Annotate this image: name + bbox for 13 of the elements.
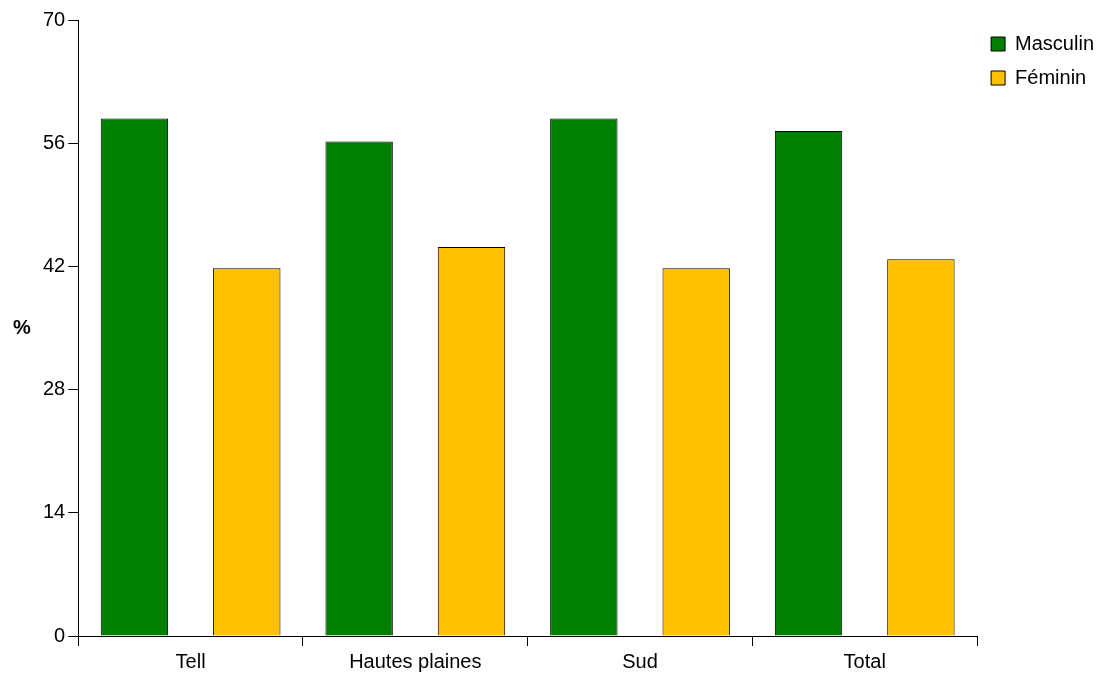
y-tick-label: 56: [43, 130, 66, 153]
x-tick-label: Hautes plaines: [349, 649, 482, 672]
y-tick-label: 42: [43, 253, 66, 276]
legend-label: Féminin: [1015, 65, 1087, 88]
y-tick-label: 28: [43, 377, 66, 400]
y-tick-label: 70: [43, 7, 66, 30]
x-tick-label: Sud: [622, 649, 658, 672]
y-tick-label: 0: [54, 623, 66, 646]
y-axis-title: %: [13, 315, 32, 338]
y-tick-label: 14: [43, 500, 66, 523]
legend-label: Masculin: [1015, 31, 1095, 54]
x-tick-label: Total: [843, 649, 886, 672]
x-tick-label: Tell: [175, 649, 206, 672]
